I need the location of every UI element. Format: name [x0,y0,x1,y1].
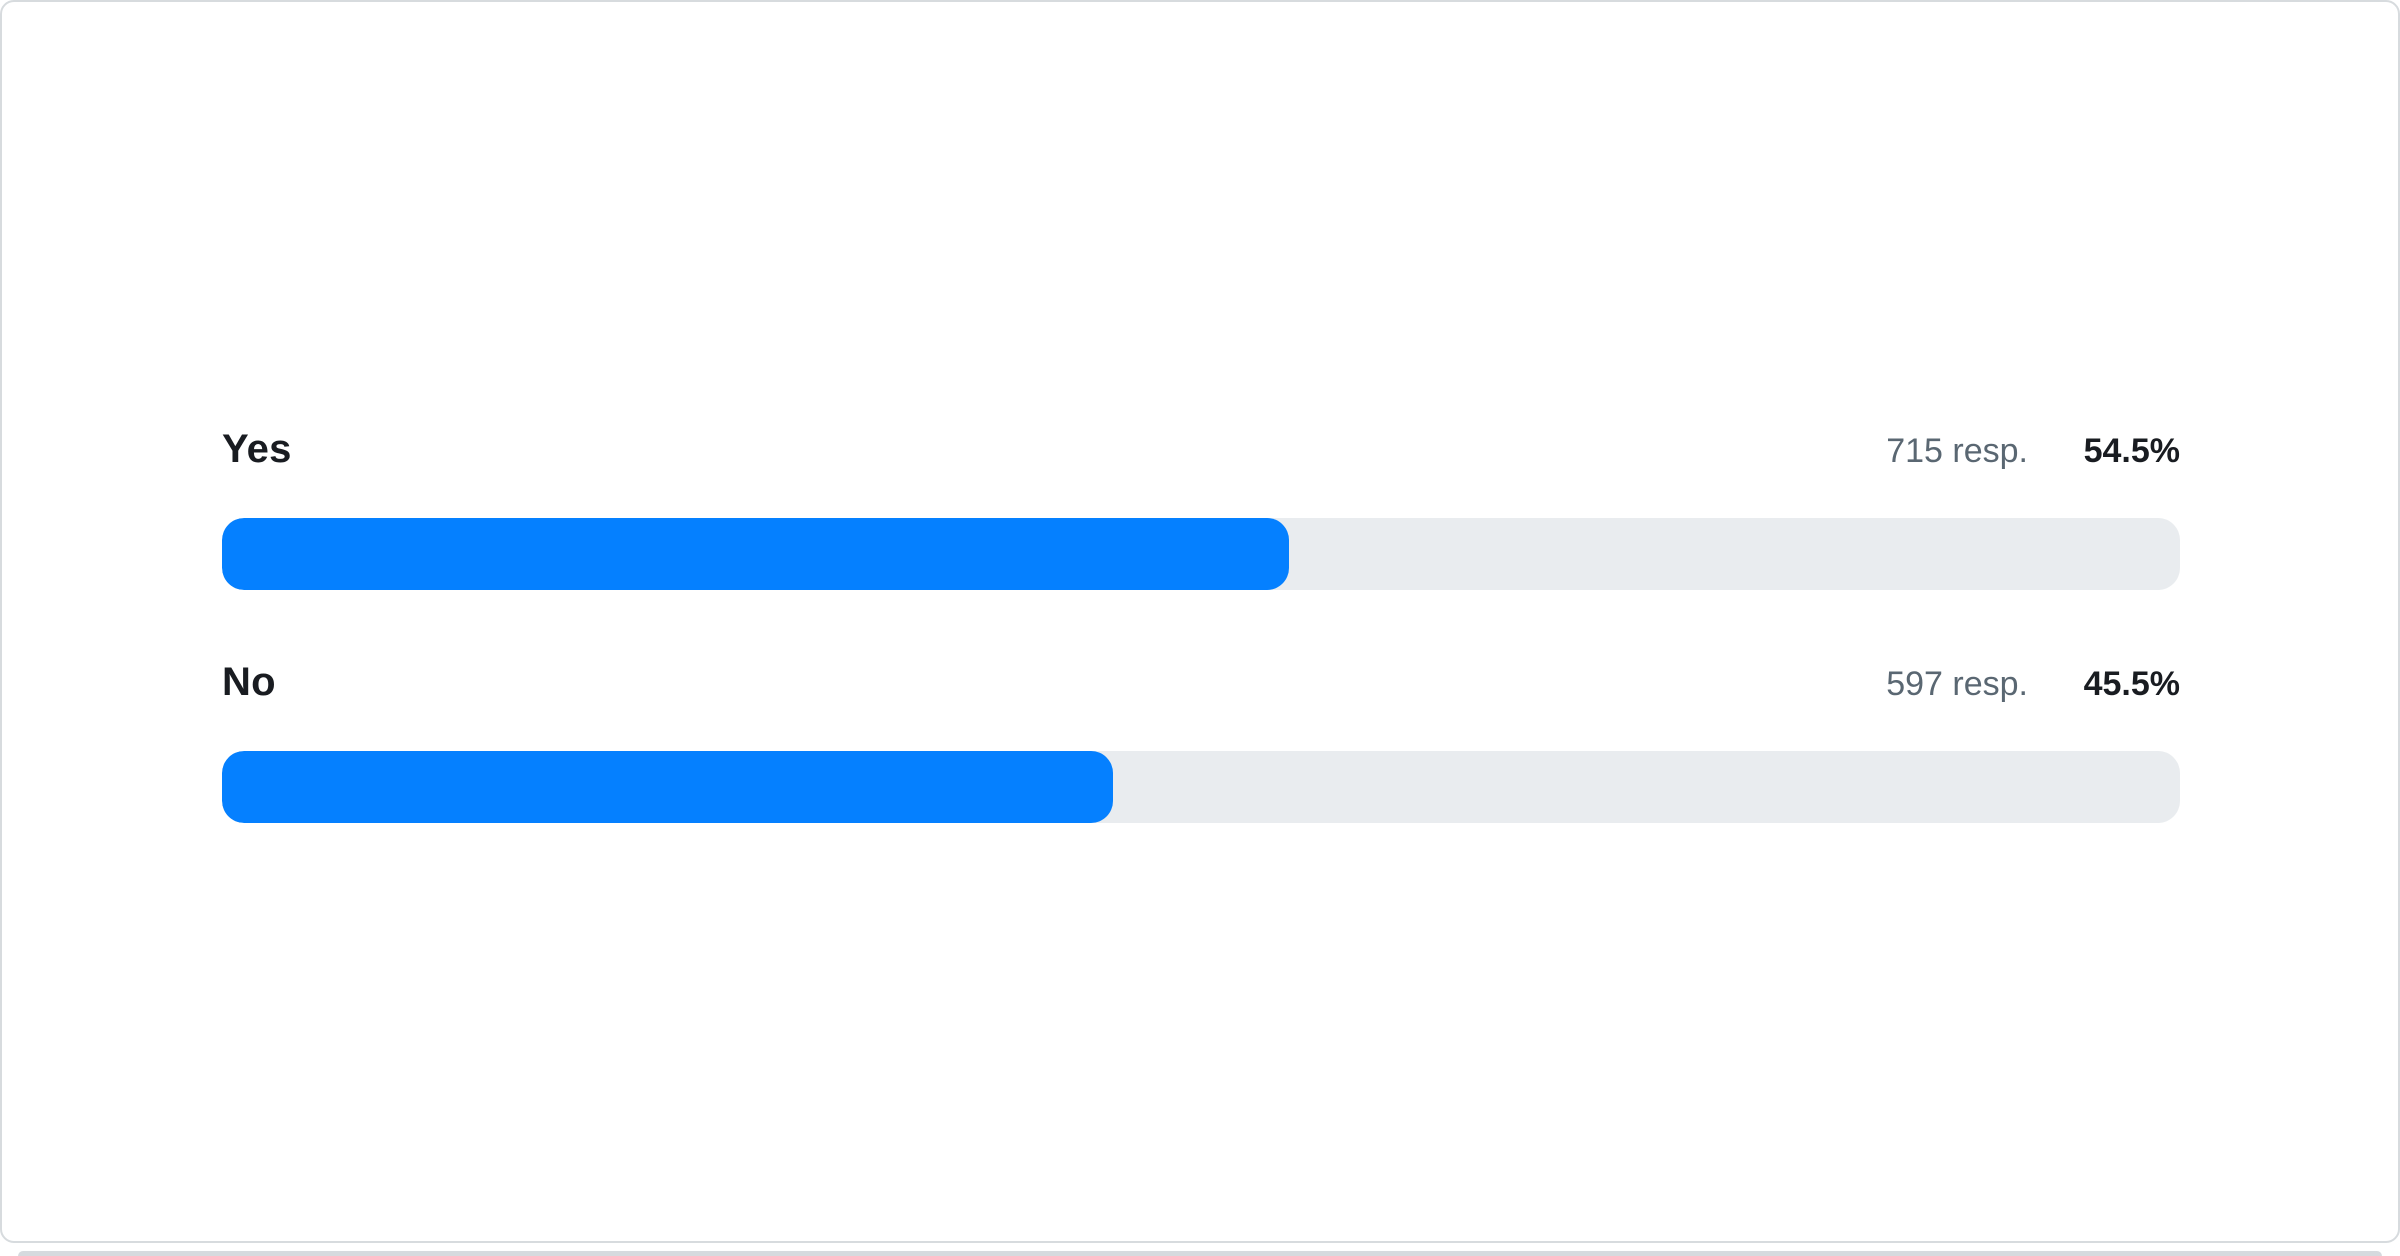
option-row-no: No 597 resp. 45.5% [222,654,2180,823]
progress-track [222,517,2180,590]
progress-fill [222,750,1113,823]
progress-track [222,750,2180,823]
option-label: No [222,659,276,704]
next-card-edge [18,1251,2382,1256]
poll-results-list: Yes 715 resp. 54.5% No 597 resp. 45.5% [222,421,2180,823]
percent-value: 45.5% [2083,664,2180,703]
option-row-header: No 597 resp. 45.5% [222,654,2180,712]
responses-count: 597 resp. [1886,664,2028,703]
option-label: Yes [222,426,292,471]
progress-fill [222,517,1290,590]
option-row-header: Yes 715 resp. 54.5% [222,421,2180,479]
responses-count: 715 resp. [1886,431,2028,470]
option-row-yes: Yes 715 resp. 54.5% [222,421,2180,590]
percent-value: 54.5% [2083,431,2180,470]
